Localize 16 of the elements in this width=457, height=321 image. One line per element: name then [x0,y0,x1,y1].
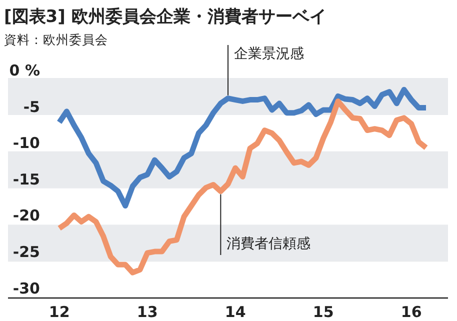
chart-subtitle: 資料：欧州委員会 [4,32,108,47]
x-tick-label: 14 [224,303,246,321]
y-tick-label: -5 [23,98,40,116]
chart-title: [図表3] 欧州委員会企業・消費者サーベイ [4,7,326,27]
x-tick-label: 12 [48,303,70,321]
x-tick-label: 15 [312,303,334,321]
annotation: 企業景況感 [234,46,304,62]
annotation: 消費者信頼感 [226,236,311,252]
y-tick-label: -25 [12,243,40,262]
x-tick-label: 16 [400,303,422,321]
y-tick-label: 0 % [9,62,40,80]
y-tick-label: -20 [12,206,40,225]
y-tick-label: -10 [12,134,40,152]
y-tick-label: -30 [12,279,40,298]
y-tick-label: -15 [12,170,40,188]
x-tick-label: 13 [136,303,158,321]
